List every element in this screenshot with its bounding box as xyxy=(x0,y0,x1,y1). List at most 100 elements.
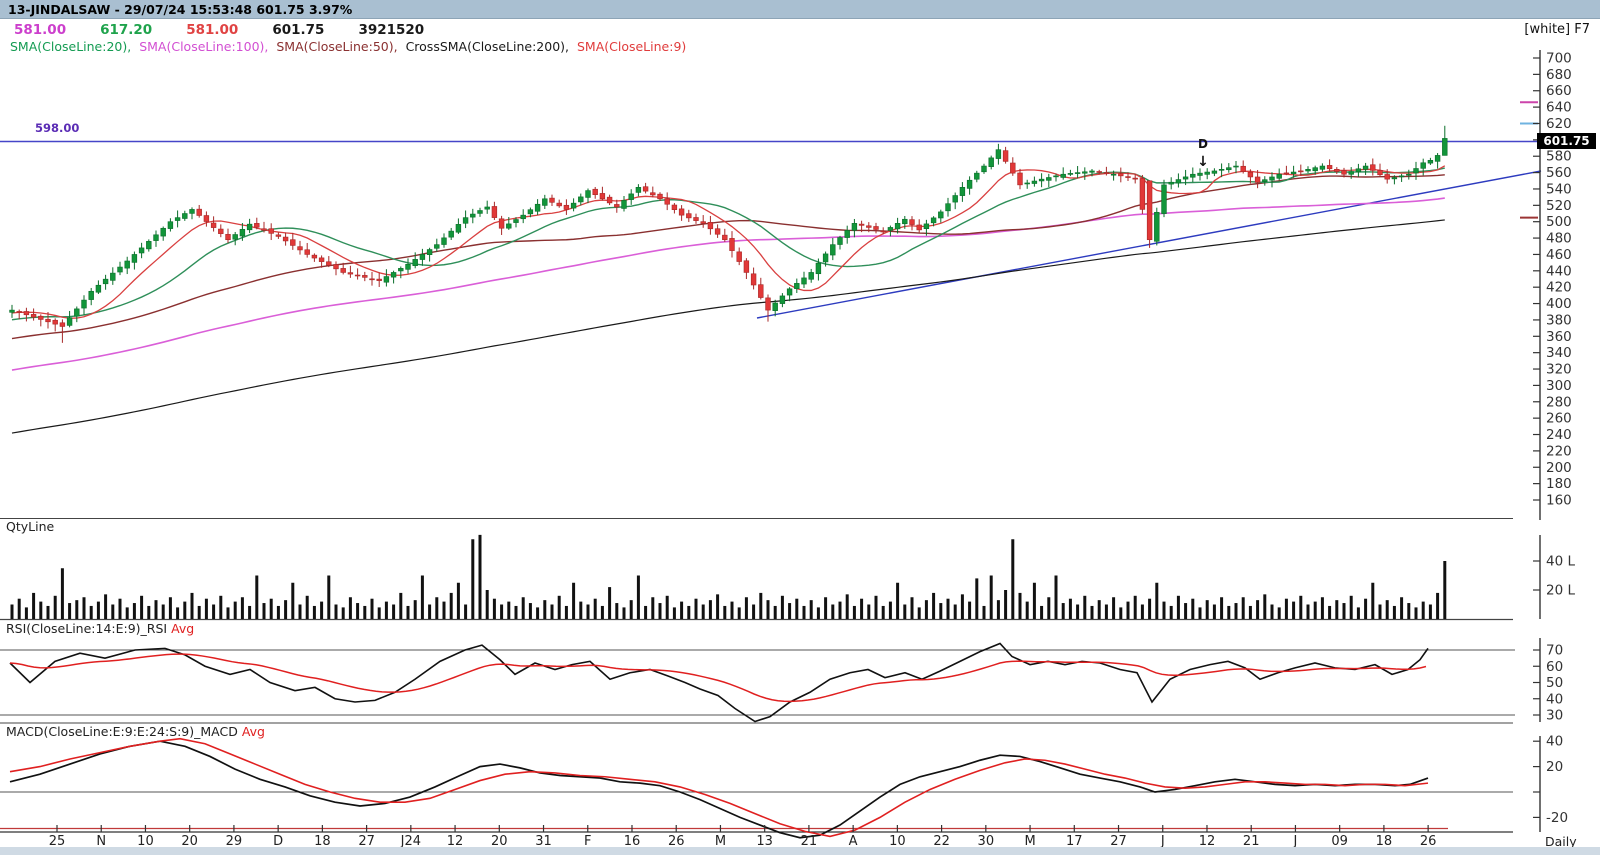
indicator-label-4[interactable]: SMA(CloseLine:9) xyxy=(576,39,687,54)
quote-volume: 3921520 xyxy=(358,22,425,38)
candle xyxy=(1262,179,1268,182)
candle xyxy=(347,272,354,275)
candle xyxy=(707,221,714,230)
indicator-label-0[interactable]: SMA(CloseLine:20), xyxy=(10,39,136,54)
candle xyxy=(1211,170,1218,174)
macd-axis-label: 20 xyxy=(1546,759,1563,775)
candle xyxy=(1017,172,1023,186)
candle xyxy=(858,223,865,226)
macd-axis[interactable]: 40 20 -20 xyxy=(1533,734,1568,832)
time-axis-label: 27 xyxy=(358,834,375,849)
candle xyxy=(441,237,447,245)
hline-price-label[interactable]: 598.00 xyxy=(35,121,80,135)
quote-open: 581.00 xyxy=(14,22,67,38)
candle xyxy=(1326,165,1333,170)
candle xyxy=(275,234,282,237)
indicator-label-1[interactable]: SMA(CloseLine:100), xyxy=(139,39,273,54)
candle xyxy=(196,208,202,216)
candle xyxy=(1391,177,1398,180)
candle xyxy=(592,188,598,195)
time-axis-label: D xyxy=(273,834,283,849)
macd-panel-label[interactable]: MACD(CloseLine:E:9:E:24:S:9)_MACD Avg xyxy=(6,724,265,739)
candle xyxy=(1377,170,1383,176)
candles-group[interactable] xyxy=(9,125,1448,343)
candle xyxy=(801,277,807,285)
d-marker: D↓ xyxy=(1197,137,1209,170)
rsi-panel-label[interactable]: RSI(CloseLine:14:E:9)_RSI Avg xyxy=(6,621,194,636)
indicator-label-2[interactable]: SMA(CloseLine:50), xyxy=(276,39,402,54)
indicator-label-3[interactable]: CrossSMA(CloseLine:200), xyxy=(405,39,573,54)
sma20-line xyxy=(11,167,1445,321)
candle xyxy=(988,157,994,167)
window-titlebar[interactable]: 13-JINDALSAW - 29/07/24 15:53:48 601.75 … xyxy=(0,0,1600,19)
candle xyxy=(873,226,879,230)
candle xyxy=(448,230,454,238)
candle xyxy=(124,260,130,269)
candle xyxy=(563,204,570,210)
time-axis-label: 12 xyxy=(1199,834,1216,849)
candle xyxy=(1305,169,1311,172)
candle xyxy=(1125,176,1131,178)
candle xyxy=(1118,173,1124,177)
main-price-panel[interactable] xyxy=(0,140,1542,434)
candle xyxy=(938,211,944,219)
candle xyxy=(765,297,771,311)
volume-panel[interactable] xyxy=(10,534,1447,619)
candle xyxy=(1204,171,1210,175)
d-marker-arrow-icon: ↓ xyxy=(1197,154,1209,170)
rsi-panel[interactable] xyxy=(9,642,1429,723)
price-axis[interactable]: 7006806606406206005805605405205004804604… xyxy=(1533,50,1572,520)
candle xyxy=(916,224,922,231)
candle xyxy=(880,230,886,233)
candle xyxy=(383,276,390,283)
sma100-line xyxy=(11,197,1445,371)
candle xyxy=(160,227,166,237)
rsi-axis-label: 60 xyxy=(1546,659,1563,675)
time-axis-label: 18 xyxy=(1376,834,1393,849)
macd-avg-label: Avg xyxy=(241,724,265,739)
candle xyxy=(1089,170,1095,173)
candle xyxy=(621,200,627,209)
candle xyxy=(102,278,109,285)
candle xyxy=(815,262,822,275)
time-axis-label: 22 xyxy=(933,834,950,849)
price-axis-label: 300 xyxy=(1546,378,1572,394)
candle xyxy=(9,309,15,313)
candle xyxy=(599,193,606,200)
d-marker-label: D xyxy=(1198,137,1208,151)
time-axis-label: 27 xyxy=(1110,834,1127,849)
candle xyxy=(434,244,440,249)
candle xyxy=(362,275,368,278)
time-axis-label: M xyxy=(715,834,726,849)
timeframe-label[interactable]: Daily xyxy=(1545,834,1577,849)
time-axis-label: 10 xyxy=(137,834,154,849)
price-axis-label: 160 xyxy=(1546,493,1572,509)
candle xyxy=(664,198,670,205)
volume-panel-label[interactable]: QtyLine xyxy=(6,519,55,534)
candle xyxy=(203,215,210,222)
candle xyxy=(851,223,858,231)
candle xyxy=(1247,171,1254,178)
candle xyxy=(635,187,642,193)
candle xyxy=(1226,167,1232,171)
candle xyxy=(606,196,613,204)
panel-frame xyxy=(0,518,1515,833)
candle xyxy=(542,198,548,206)
candle xyxy=(1060,173,1066,178)
footer-strip xyxy=(0,847,1600,855)
candle xyxy=(1010,162,1016,174)
price-axis-label: 320 xyxy=(1546,362,1572,378)
macd-panel[interactable] xyxy=(9,737,1429,839)
candle xyxy=(16,311,22,313)
time-axis[interactable]: 25 N 10 20 29 D 18 27 J24 12 20 31 F 16 26 M 13 21 A 10 22 30… xyxy=(49,825,1437,849)
candle xyxy=(369,278,375,281)
price-axis-label: 360 xyxy=(1546,329,1572,345)
candle xyxy=(1161,184,1167,214)
volume-axis[interactable]: 40 L 20 L xyxy=(1533,535,1575,619)
indicators-row: SMA(CloseLine:20), SMA(CloseLine:100), S… xyxy=(10,39,690,54)
candle xyxy=(758,284,764,298)
candle xyxy=(1175,179,1182,184)
candle xyxy=(736,251,742,262)
